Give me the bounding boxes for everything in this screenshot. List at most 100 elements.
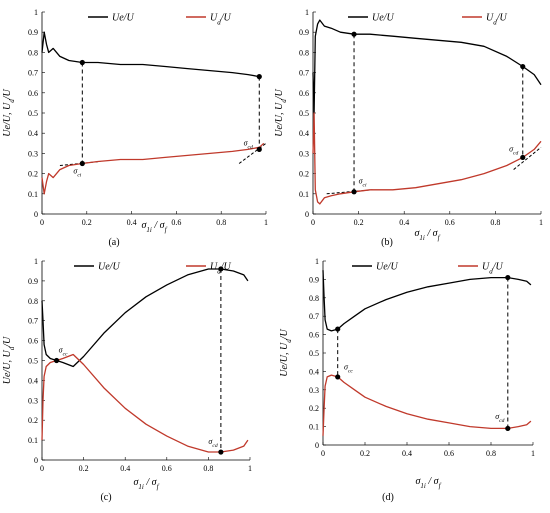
x-tick-label: 0.2	[79, 464, 89, 473]
x-tick-label: 1	[531, 449, 535, 458]
series-line-ud	[312, 112, 542, 205]
y-tick-label: 0	[305, 210, 309, 219]
y-tick-label: 0.9	[299, 28, 309, 37]
panel-label: (a)	[108, 237, 119, 248]
y-axis-label: Ue/U, Ud/U	[2, 336, 16, 384]
y-tick-label: 0.7	[299, 69, 309, 78]
point-marker	[218, 449, 224, 455]
y-tick-label: 0.4	[299, 129, 309, 138]
x-tick-label: 0.6	[162, 464, 172, 473]
point-marker	[335, 374, 341, 380]
series-line-ud	[41, 353, 249, 453]
tangent-line	[238, 142, 267, 164]
panel-label: (c)	[100, 492, 111, 503]
series-line-ud	[41, 142, 265, 195]
chart-panel-4: 0 0.1 0.2 0.3 0.4 0.5 0.6 0.7 0.8 0.9 1 0 0.2 0.4 0.6 0…	[279, 257, 535, 503]
y-tick-label: 0.1	[299, 190, 309, 199]
y-tick-label: 0.7	[28, 69, 38, 78]
x-tick-label: 0.6	[445, 218, 455, 227]
y-tick-label: 0.6	[28, 89, 38, 98]
y-tick-label: 1	[34, 8, 38, 17]
x-tick-label: 0	[40, 218, 44, 227]
x-tick-label: 0.8	[490, 218, 500, 227]
series-line-ue	[41, 268, 249, 368]
tangent-line	[513, 146, 542, 170]
point-marker	[256, 146, 262, 152]
x-axis-label: σ1i / σf	[414, 228, 440, 242]
legend-label-ue: Ue/U	[112, 13, 134, 24]
point-marker	[520, 63, 526, 70]
chart-panel-2: 0 0.1 0.2 0.3 0.4 0.5 0.6 0.7 0.8 0.9 1 0 0.2 0.4 0.6 0…	[274, 8, 543, 248]
series-line-ue	[312, 19, 542, 114]
y-tick-label: 0.3	[309, 386, 319, 395]
y-tick-label: 0.3	[299, 149, 309, 158]
x-tick-label: 0.8	[486, 449, 496, 458]
y-axis-label: Ue/U, Ud/U	[274, 89, 288, 137]
y-tick-label: 0.1	[28, 436, 38, 445]
y-tick-label: 0.4	[28, 129, 38, 138]
threshold-annotation: σci	[359, 177, 367, 189]
y-tick-label: 0.8	[28, 48, 38, 57]
x-tick-label: 0	[311, 218, 315, 227]
point-marker	[505, 274, 511, 281]
y-tick-label: 0.8	[299, 48, 309, 57]
point-marker	[256, 74, 262, 80]
legend-label-ue: Ue/U	[98, 262, 120, 273]
x-tick-label: 1	[539, 218, 543, 227]
tangent-line	[326, 189, 373, 195]
y-tick-label: 0.5	[299, 109, 309, 118]
chart-panel-3: 0 0.1 0.2 0.3 0.4 0.5 0.6 0.7 0.8 0.9 1 0 0.2 0.4 0.6 0…	[2, 257, 252, 503]
chart-panel-1: 0 0.1 0.2 0.3 0.4 0.5 0.6 0.7 0.8 0.9 1 0 0.2 0.4 0.6 0…	[2, 8, 268, 248]
x-tick-label: 0.2	[82, 218, 92, 227]
point-marker	[79, 160, 85, 167]
x-tick-label: 0.2	[354, 218, 364, 227]
y-tick-label: 0.8	[309, 294, 319, 303]
point-marker	[53, 357, 60, 364]
x-tick-label: 0.6	[444, 449, 454, 458]
y-tick-label: 0.5	[28, 357, 38, 366]
threshold-annotation: σcc	[59, 346, 68, 358]
threshold-annotation: σcd	[244, 138, 253, 150]
y-tick-label: 0.9	[28, 277, 38, 286]
point-marker	[520, 154, 526, 161]
point-marker	[351, 189, 357, 195]
point-marker	[351, 31, 357, 37]
y-tick-label: 0.2	[28, 170, 38, 179]
y-tick-label: 0.2	[28, 416, 38, 425]
y-tick-label: 0.8	[28, 297, 38, 306]
y-axis-label: Ue/U, Ud/U	[279, 329, 293, 377]
point-marker	[218, 266, 224, 272]
x-tick-label: 0.6	[171, 218, 181, 227]
threshold-annotation: σci	[73, 167, 81, 179]
y-tick-label: 0.1	[309, 423, 319, 432]
legend-label-ud: Ud/U	[210, 262, 232, 276]
y-tick-label: 1	[34, 257, 38, 266]
y-tick-label: 1	[305, 8, 309, 17]
panel-label: (b)	[381, 237, 393, 248]
y-tick-label: 0.5	[28, 109, 38, 118]
x-tick-label: 0.4	[120, 464, 130, 473]
x-tick-label: 1	[248, 464, 252, 473]
x-tick-label: 0.4	[399, 218, 409, 227]
x-tick-label: 0.2	[360, 449, 370, 458]
x-tick-label: 0.8	[216, 218, 226, 227]
y-tick-label: 0.9	[309, 275, 319, 284]
x-tick-label: 0	[321, 449, 325, 458]
y-tick-label: 0.4	[309, 367, 319, 376]
panel-label: (d)	[382, 492, 394, 503]
x-axis-label: σ1i / σf	[133, 477, 159, 491]
legend-label-ue: Ue/U	[376, 262, 398, 273]
x-tick-label: 1	[264, 218, 268, 227]
y-tick-label: 0.2	[309, 404, 319, 413]
threshold-annotation: σcd	[495, 412, 504, 424]
threshold-annotation: σcd	[208, 437, 217, 449]
y-tick-label: 0.3	[28, 396, 38, 405]
y-tick-label: 0.6	[309, 331, 319, 340]
y-tick-label: 0.7	[28, 317, 38, 326]
series-line-ue	[322, 270, 532, 332]
y-tick-label: 0	[315, 441, 319, 450]
x-tick-label: 0.8	[203, 464, 213, 473]
series-line-ue	[41, 31, 260, 78]
x-tick-label: 0	[40, 464, 44, 473]
